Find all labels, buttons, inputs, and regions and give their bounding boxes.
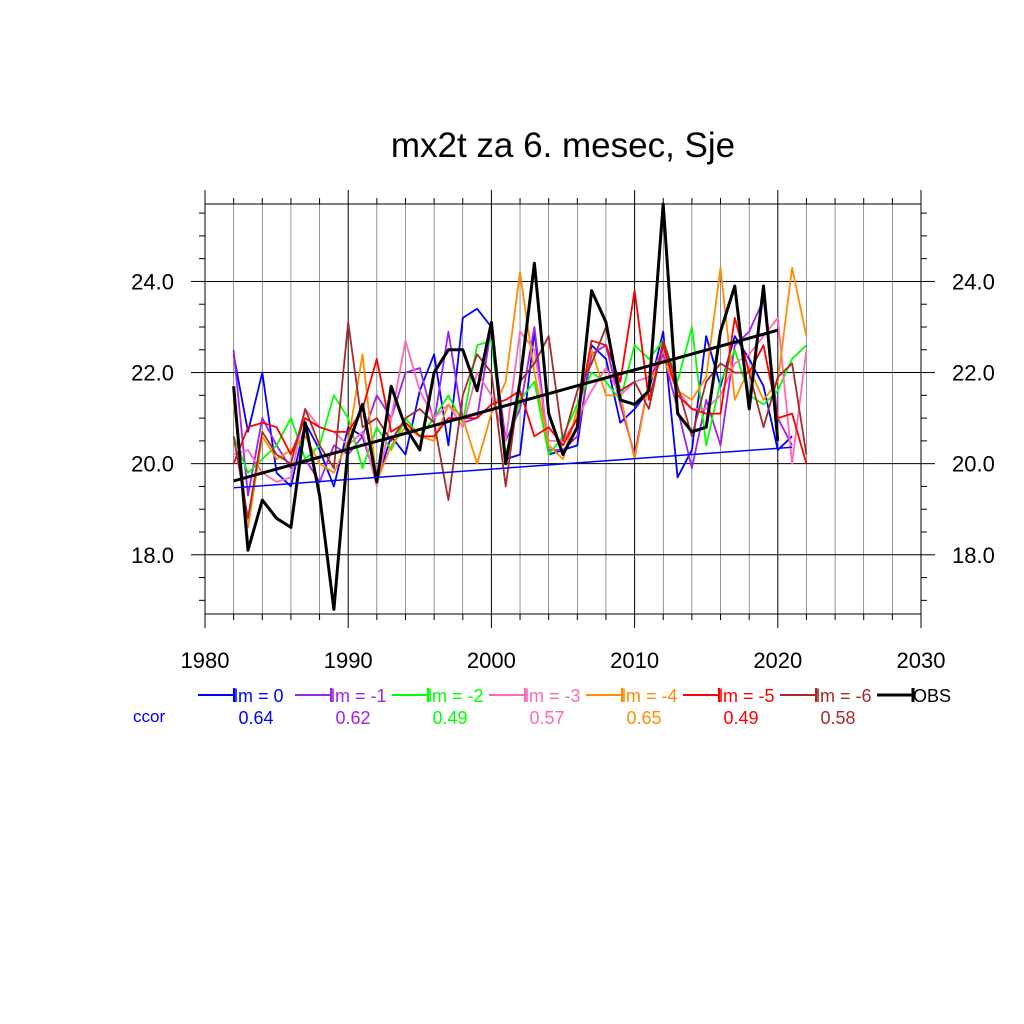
ccor-value-lm-5: 0.49	[723, 708, 758, 728]
y-tick-label: 24.0	[131, 269, 174, 294]
series-line-obs	[232, 202, 780, 611]
x-tick-label: 2000	[467, 648, 516, 673]
x-tick-label: 2010	[610, 648, 659, 673]
series-line-lm-5	[232, 289, 808, 465]
x-tick-label: 2030	[897, 648, 946, 673]
legend-label-lm-1: lm = -1	[331, 686, 387, 706]
x-tick-label: 1990	[324, 648, 373, 673]
legend-label-lm-6: lm = -6	[816, 686, 872, 706]
chart-title: mx2t za 6. mesec, Sje	[391, 126, 735, 165]
axes: 1980 1990 2000 2010 2020 2030 18.0 18.0 20.0 20.0…	[131, 190, 995, 673]
plot-frame	[204, 203, 922, 615]
legend-label-lm-0: lm = 0	[234, 686, 284, 706]
ccor-value-lm-6: 0.58	[820, 708, 855, 728]
grid-lines	[205, 204, 921, 614]
y-tick-label-right: 22.0	[952, 361, 995, 386]
trend-layer	[233, 328, 793, 489]
ccor-value-lm-3: 0.57	[529, 708, 564, 728]
y-tick-label-right: 24.0	[952, 269, 995, 294]
ccor-value-lm-0: 0.64	[238, 708, 273, 728]
legend-label-lm-2: lm = -2	[428, 686, 484, 706]
ccor-value-lm-1: 0.62	[335, 708, 370, 728]
series-line-lm-4	[232, 266, 808, 529]
y-tick-label: 20.0	[131, 452, 174, 477]
y-tick-label: 18.0	[131, 543, 174, 568]
legend-label-obs: OBS	[913, 686, 951, 706]
ccor-value-lm-4: 0.65	[626, 708, 661, 728]
legend-label-lm-4: lm = -4	[622, 686, 678, 706]
x-tick-label: 2020	[753, 648, 802, 673]
trend-line-lm-0	[233, 446, 793, 489]
ccor-label: ccor	[133, 707, 165, 726]
trend-line-obs	[233, 328, 779, 483]
series-layer	[232, 202, 808, 611]
y-tick-label: 22.0	[131, 361, 174, 386]
ccor-value-lm-2: 0.49	[432, 708, 467, 728]
y-tick-label-right: 20.0	[952, 452, 995, 477]
legend-label-lm-3: lm = -3	[525, 686, 581, 706]
x-tick-label: 1980	[181, 648, 230, 673]
y-tick-label-right: 18.0	[952, 543, 995, 568]
legend-label-lm-5: lm = -5	[719, 686, 775, 706]
series-line-lm-2	[232, 326, 808, 474]
